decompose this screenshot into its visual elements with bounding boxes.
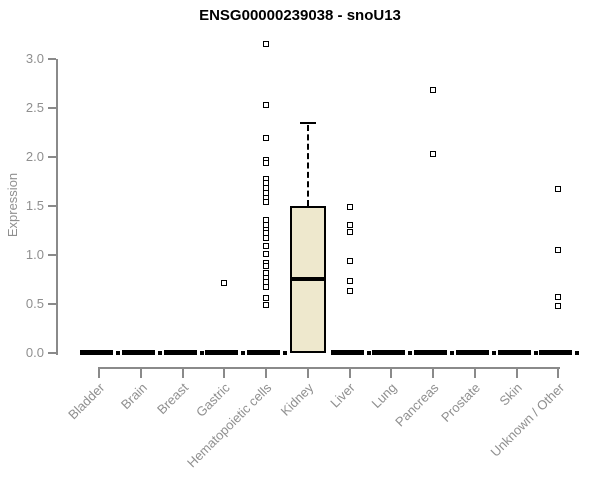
- boxplot-flat-bar: [372, 350, 406, 355]
- outlier-point: [263, 102, 270, 109]
- x-tick: [98, 367, 101, 378]
- y-tick: [48, 254, 56, 256]
- y-tick: [48, 107, 56, 109]
- boxplot-flat-bar: [330, 350, 364, 355]
- y-tick-label: 2.0: [25, 149, 44, 164]
- boxplot-median: [289, 276, 326, 281]
- boxplot-flat-bar: [414, 350, 448, 355]
- outlier-point: [430, 151, 437, 158]
- outlier-point: [263, 284, 270, 291]
- x-tick: [348, 367, 351, 378]
- x-tick-label: Kidney: [277, 380, 317, 419]
- x-tick: [223, 367, 226, 378]
- y-tick: [48, 303, 56, 305]
- outlier-point: [346, 221, 353, 228]
- x-tick-label: Bladder: [65, 380, 108, 423]
- y-tick: [48, 205, 56, 207]
- boxplot-flat-bar: [497, 350, 531, 355]
- boxplot-staple-nub: [575, 351, 580, 355]
- outlier-point: [263, 301, 270, 308]
- outlier-point: [263, 295, 270, 302]
- x-tick: [306, 367, 309, 378]
- x-tick-label: Prostate: [438, 380, 484, 425]
- boxplot-staple-nub: [366, 351, 371, 355]
- outlier-point: [346, 257, 353, 264]
- outlier-point: [346, 203, 353, 210]
- boxplot-staple-nub: [491, 351, 496, 355]
- x-tick-label: Lung: [368, 380, 400, 412]
- chart-title: ENSG00000239038 - snoU13: [199, 7, 401, 24]
- x-tick: [515, 367, 518, 378]
- outlier-point: [555, 302, 562, 309]
- boxplot-flat-bar: [247, 350, 281, 355]
- boxplot-staple-nub: [158, 351, 163, 355]
- x-tick: [557, 367, 560, 378]
- boxplot-flat-bar: [205, 350, 239, 355]
- boxplot-staple-nub: [408, 351, 413, 355]
- y-tick: [48, 156, 56, 158]
- x-tick-label: Pancreas: [392, 380, 442, 430]
- y-tick-label: 0.0: [25, 345, 44, 360]
- y-tick: [48, 352, 56, 354]
- boxplot-whisker-cap: [299, 121, 316, 124]
- x-tick: [432, 367, 435, 378]
- outlier-point: [346, 278, 353, 285]
- outlier-point: [263, 243, 270, 250]
- outlier-point: [263, 199, 270, 206]
- x-tick-label: Liver: [327, 380, 359, 411]
- outlier-point: [346, 288, 353, 295]
- boxplot-staple-nub: [199, 351, 204, 355]
- outlier-point: [263, 135, 270, 142]
- boxplot-whisker: [306, 124, 309, 206]
- boxplot-flat-bar: [539, 350, 573, 355]
- x-tick-label: Gastric: [193, 380, 234, 420]
- boxplot-staple-nub: [241, 351, 246, 355]
- outlier-point: [430, 87, 437, 94]
- y-tick-label: 1.5: [25, 198, 44, 213]
- outlier-point: [555, 294, 562, 301]
- y-tick-label: 3.0: [25, 51, 44, 66]
- boxplot-flat-bar: [455, 350, 489, 355]
- y-tick-label: 0.5: [25, 296, 44, 311]
- outlier-point: [346, 229, 353, 236]
- y-tick: [48, 58, 56, 60]
- outlier-point: [263, 251, 270, 258]
- boxplot-staple-nub: [116, 351, 121, 355]
- y-tick-label: 1.0: [25, 247, 44, 262]
- boxplot-flat-bar: [163, 350, 197, 355]
- y-tick-label: 2.5: [25, 100, 44, 115]
- outlier-point: [263, 235, 270, 242]
- x-tick-label: Unknown / Other: [487, 380, 567, 460]
- x-tick: [265, 367, 268, 378]
- boxplot-flat-bar: [80, 350, 114, 355]
- x-axis-line: [99, 367, 560, 369]
- boxplot-staple-nub: [533, 351, 538, 355]
- x-tick-label: Breast: [154, 380, 192, 418]
- x-tick-label: Skin: [496, 380, 526, 409]
- x-tick: [181, 367, 184, 378]
- y-axis-line: [56, 59, 58, 355]
- outlier-point: [221, 280, 228, 287]
- x-tick-label: Brain: [117, 380, 150, 413]
- x-tick: [473, 367, 476, 378]
- x-tick: [390, 367, 393, 378]
- outlier-point: [263, 262, 270, 269]
- outlier-point: [555, 247, 562, 254]
- outlier-point: [555, 186, 562, 193]
- boxplot-staple-nub: [450, 351, 455, 355]
- outlier-point: [263, 159, 270, 166]
- boxplot-flat-bar: [122, 350, 156, 355]
- x-tick: [140, 367, 143, 378]
- boxplot-staple-nub: [283, 351, 288, 355]
- outlier-point: [263, 41, 270, 48]
